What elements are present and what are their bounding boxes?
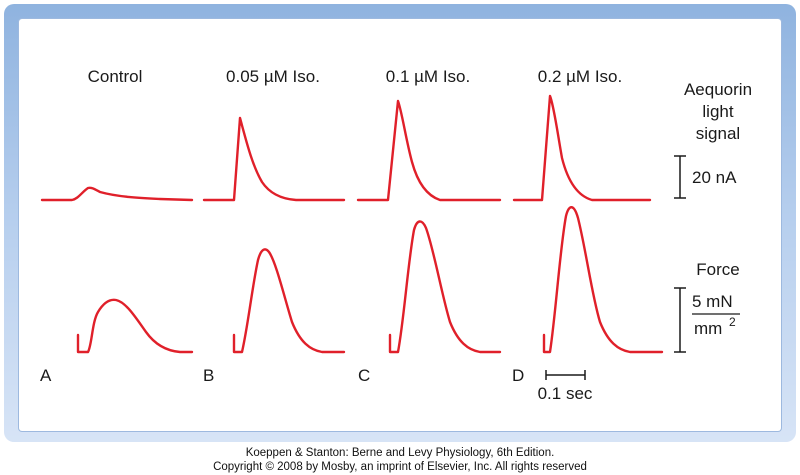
force-scale-denominator-exponent: 2: [729, 315, 736, 329]
panel-letter-c: C: [358, 366, 370, 385]
figure-panel: [19, 19, 781, 431]
force-label: Force: [696, 260, 739, 279]
aequorin-label-line2: light: [702, 102, 733, 121]
aequorin-trace-005-iso: [202, 116, 346, 202]
aequorin-trace-02-iso: [512, 94, 652, 202]
aequorin-scale-label: 20 nA: [692, 168, 737, 187]
condition-label-control: Control: [88, 67, 143, 86]
time-scale-bar: [545, 370, 586, 380]
condition-label-02-iso: 0.2 µM Iso.: [538, 67, 622, 86]
aequorin-label-line1: Aequorin: [684, 80, 752, 99]
force-scale-numerator: 5 mN: [692, 292, 733, 311]
aequorin-label-line3: signal: [696, 124, 740, 143]
panel-letter-d: D: [512, 366, 524, 385]
force-trace-02-iso: [542, 206, 664, 354]
force-trace-005-iso: [232, 248, 346, 354]
time-scale-label: 0.1 sec: [538, 384, 593, 403]
panel-letter-a: A: [40, 366, 52, 385]
aequorin-trace-01-iso: [356, 99, 502, 202]
aequorin-scale-bar: [674, 155, 686, 199]
force-scale-denominator: mm: [694, 319, 722, 338]
condition-label-005-iso: 0.05 µM Iso.: [226, 67, 320, 86]
condition-label-01-iso: 0.1 µM Iso.: [386, 67, 470, 86]
force-scale-bar: [674, 287, 686, 353]
footer-copyright: Copyright © 2008 by Mosby, an imprint of…: [213, 461, 587, 473]
panel-letter-b: B: [203, 366, 214, 385]
aequorin-trace-control: [40, 186, 194, 202]
force-trace-control: [76, 298, 194, 354]
footer-citation: Koeppen & Stanton: Berne and Levy Physio…: [245, 447, 555, 459]
force-trace-01-iso: [388, 220, 502, 354]
